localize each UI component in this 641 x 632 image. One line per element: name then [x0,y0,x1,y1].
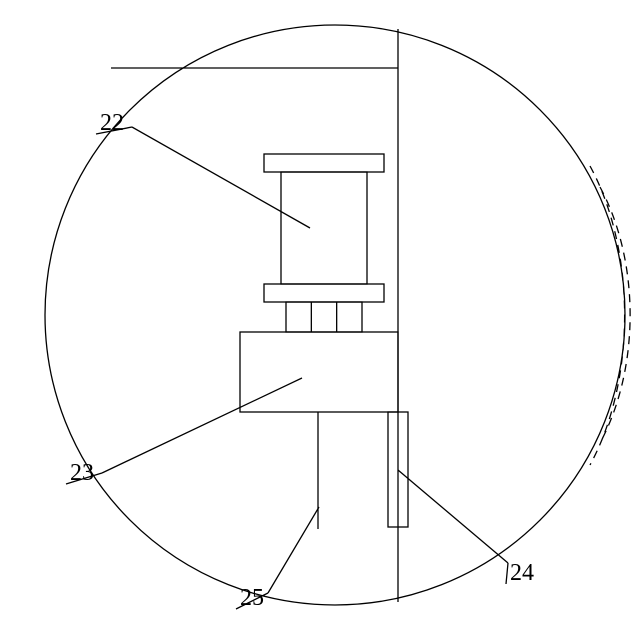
leader-22 [132,127,310,228]
leader-23 [102,378,302,473]
leader-24 [398,470,508,563]
hidden-arc-1 [590,166,625,465]
part22-body [281,172,367,284]
label-23: 23 [70,460,94,486]
part23-body [240,332,398,412]
coupling-block [286,302,362,332]
detail-circle [45,25,625,605]
leader-25 [268,507,319,593]
leader-under-24 [506,563,508,584]
label-22: 22 [100,110,124,136]
part22-flange-top [264,154,384,172]
label-24: 24 [510,560,534,586]
label-25: 25 [240,585,264,611]
part22-flange-bottom [264,284,384,302]
